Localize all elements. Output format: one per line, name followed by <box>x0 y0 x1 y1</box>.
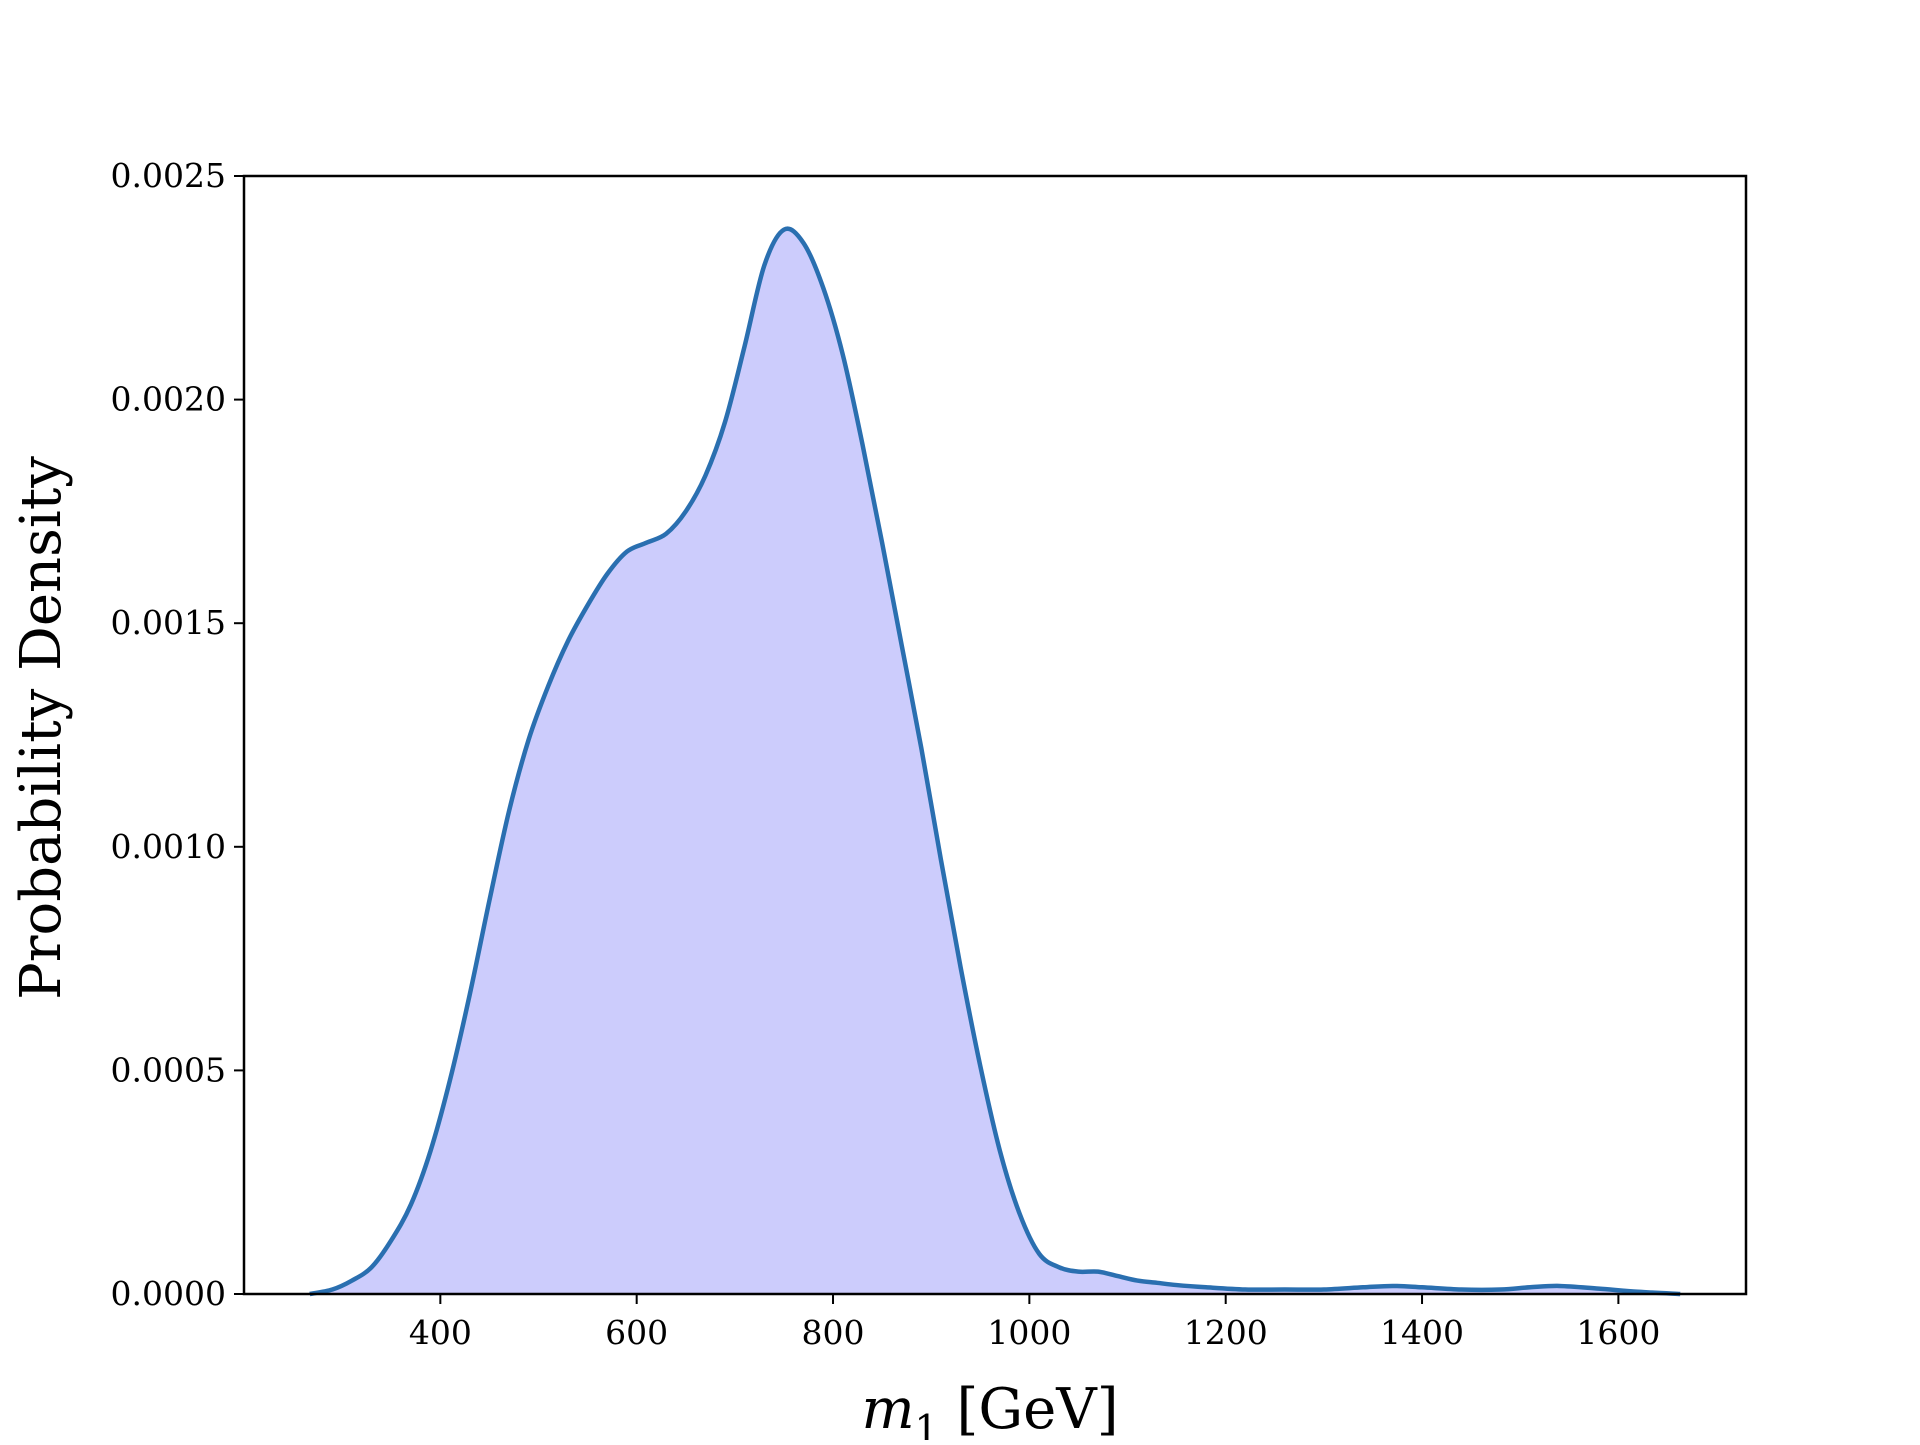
axes-layer: 400 600 800 1000 1200 1400 1600 0.0000 0.0005 0.0… <box>111 156 1748 1352</box>
x-tick-label: 1600 <box>1576 1313 1660 1352</box>
y-tick-label: 0.0015 <box>111 603 226 642</box>
y-tick-label: 0.0010 <box>111 827 226 866</box>
x-axis-label: m1 [GeV] <box>861 1377 1118 1440</box>
x-axis-label-var: m <box>861 1377 914 1440</box>
y-tick-label: 0.0005 <box>111 1050 226 1089</box>
density-line <box>309 226 1681 1297</box>
y-tick-label: 0.0000 <box>111 1274 226 1313</box>
x-tick-label: 600 <box>605 1313 668 1352</box>
x-tick-label: 1200 <box>1184 1313 1268 1352</box>
y-axis-label: Probability Density <box>9 456 74 1000</box>
x-axis-label-sub: 1 <box>915 1407 939 1440</box>
x-tick-label: 800 <box>802 1313 865 1352</box>
density-fill-area <box>309 228 1681 1295</box>
axis-labels-layer: m1 [GeV] Probability Density <box>9 456 1119 1445</box>
axes-frame <box>242 174 1748 1296</box>
x-tick-label: 1000 <box>987 1313 1071 1352</box>
density-area-layer <box>309 226 1681 1297</box>
y-tick-label: 0.0025 <box>111 156 226 195</box>
x-tick-label: 400 <box>409 1313 472 1352</box>
y-tick-label: 0.0020 <box>111 380 226 419</box>
x-axis-label-unit: [GeV] <box>939 1377 1119 1440</box>
x-tick-label: 1400 <box>1380 1313 1464 1352</box>
